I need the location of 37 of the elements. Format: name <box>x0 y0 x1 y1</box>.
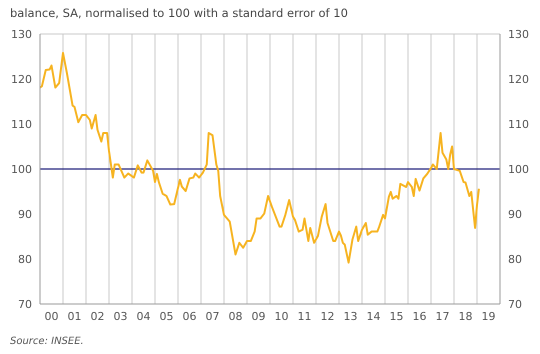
x-tick-label: 11 <box>298 310 312 323</box>
x-tick-label: 19 <box>482 310 496 323</box>
y-tick-label: 110 <box>11 118 32 131</box>
line-series <box>40 52 480 264</box>
x-tick-label: 03 <box>114 310 128 323</box>
x-tick-label: 13 <box>344 310 358 323</box>
y-tick-label: 80 <box>18 252 32 266</box>
y-tick-label: 90 <box>18 208 32 221</box>
y2-tick-label: 120 <box>508 72 529 86</box>
y-tick-label: 120 <box>11 72 32 86</box>
x-tick-label: 00 <box>44 310 58 323</box>
x-tick-label: 02 <box>90 310 104 323</box>
x-tick-label: 10 <box>274 310 288 323</box>
chart-title: balance, SA, normalised to 100 with a standard error of 10 <box>10 6 348 20</box>
x-tick-label: 15 <box>390 310 404 323</box>
y2-tick-label: 100 <box>508 162 529 176</box>
x-tick-label: 12 <box>320 310 334 323</box>
y2-tick-label: 110 <box>508 118 529 131</box>
x-tick-label: 16 <box>412 310 426 323</box>
x-tick-label: 07 <box>206 310 220 323</box>
y-tick-label: 70 <box>18 298 32 311</box>
y2-tick-label: 70 <box>508 298 522 311</box>
x-tick-label: 05 <box>160 310 174 323</box>
x-tick-label: 18 <box>458 310 472 323</box>
x-tick-label: 08 <box>228 310 242 323</box>
x-tick-label: 04 <box>136 310 150 323</box>
x-tick-label: 01 <box>68 310 82 323</box>
x-tick-label: 06 <box>182 310 196 323</box>
y2-tick-label: 90 <box>508 208 522 221</box>
y2-tick-label: 80 <box>508 252 522 266</box>
source-note: Source: INSEE. <box>10 336 84 347</box>
x-tick-label: 09 <box>252 310 266 323</box>
y-tick-label: 130 <box>11 28 32 41</box>
x-tick-label: 14 <box>366 310 380 323</box>
y2-tick-label: 130 <box>508 28 529 41</box>
x-tick-label: 17 <box>436 310 450 323</box>
y-tick-label: 100 <box>11 162 32 176</box>
